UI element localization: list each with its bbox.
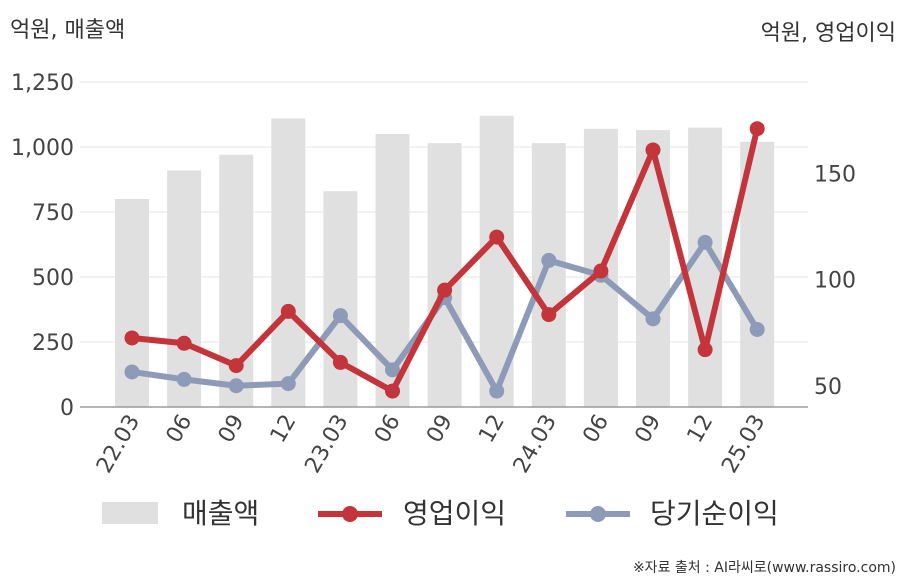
- x-tick-label: 23.03: [300, 411, 353, 478]
- legend-label-revenue: 매출액: [182, 497, 259, 530]
- legend-swatch-revenue: [102, 502, 158, 524]
- legend-marker-net-income: [590, 506, 606, 522]
- legend: 매출액 영업이익 당기순이익: [102, 497, 779, 530]
- operating-profit-point: [645, 142, 661, 158]
- x-tick-label: 06: [162, 411, 198, 448]
- net-income-point: [385, 362, 400, 378]
- operating-profit-point: [541, 307, 557, 323]
- x-tick-label: 12: [474, 411, 510, 448]
- net-income-point: [489, 383, 505, 399]
- x-tick-label: 06: [578, 411, 614, 448]
- x-tick-label: 25.03: [717, 411, 770, 478]
- revenue-bar: [323, 191, 358, 407]
- net-income-point: [541, 252, 557, 268]
- operating-profit-point: [228, 358, 244, 374]
- right-tick-label: 50: [814, 375, 842, 400]
- legend-item-operating-profit: 영업이익: [318, 497, 506, 530]
- revenue-bar: [271, 118, 306, 408]
- revenue-bar: [688, 127, 723, 407]
- source-note: ※자료 출처 : AI라씨로(www.rassiro.com): [633, 560, 896, 576]
- net-income-point: [332, 308, 348, 324]
- x-tick-label: 22.03: [92, 411, 145, 478]
- line-series: [124, 121, 765, 399]
- right-tick-label: 150: [814, 162, 856, 187]
- left-axis-ticks: 0 250 500 750 1,000 1,250: [11, 71, 74, 421]
- x-tick-label: 09: [422, 411, 458, 448]
- legend-marker-operating-profit: [342, 506, 358, 522]
- legend-label-net-income: 당기순이익: [650, 497, 779, 530]
- left-tick-label: 750: [32, 201, 74, 226]
- x-tick-label: 06: [370, 411, 406, 448]
- operating-profit-point: [749, 121, 765, 137]
- operating-profit-point: [697, 342, 713, 358]
- operating-profit-point: [593, 263, 609, 279]
- revenue-bar: [167, 170, 202, 407]
- net-income-point: [228, 378, 244, 394]
- x-tick-label: 12: [266, 411, 302, 448]
- operating-profit-point: [124, 330, 140, 346]
- left-tick-label: 0: [60, 396, 74, 421]
- x-tick-label: 12: [683, 411, 719, 448]
- right-tick-label: 100: [814, 269, 856, 294]
- net-income-point: [645, 311, 661, 327]
- revenue-bar: [531, 143, 566, 407]
- right-axis-unit: 억원, 영업이익: [761, 21, 896, 46]
- operating-profit-point: [280, 303, 296, 319]
- bar-series-revenue: [115, 115, 775, 408]
- x-tick-label: 24.03: [509, 411, 562, 478]
- legend-item-revenue: 매출액: [102, 497, 259, 530]
- x-tick-label: 09: [214, 411, 250, 448]
- left-tick-label: 250: [32, 331, 74, 356]
- operating-profit-point: [437, 282, 453, 298]
- operating-profit-point: [489, 229, 505, 245]
- net-income-point: [280, 376, 296, 392]
- net-income-point: [749, 321, 765, 337]
- left-tick-label: 500: [32, 266, 74, 291]
- legend-item-net-income: 당기순이익: [566, 497, 779, 530]
- net-income-point: [124, 364, 140, 380]
- left-axis-unit: 억원, 매출액: [10, 18, 125, 43]
- right-axis-ticks: 50 100 150: [814, 162, 856, 399]
- operating-profit-point: [332, 354, 348, 370]
- net-income-point: [697, 234, 713, 250]
- left-tick-label: 1,000: [11, 136, 74, 161]
- operating-profit-point: [176, 335, 192, 351]
- legend-label-operating-profit: 영업이익: [403, 497, 506, 530]
- net-income-point: [176, 371, 192, 387]
- left-tick-label: 1,250: [11, 71, 74, 96]
- x-tick-label: 09: [631, 411, 667, 448]
- operating-profit-point: [385, 383, 400, 399]
